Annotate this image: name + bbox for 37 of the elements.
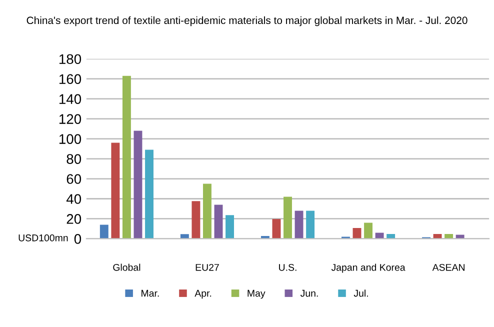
x-tick-label: EU27 [196, 264, 219, 271]
bar [145, 150, 154, 239]
bar [134, 130, 142, 239]
bar [203, 184, 212, 239]
x-tick-label: U.S. [279, 264, 296, 271]
y-tick-label: 80 [66, 154, 82, 164]
chart-title: China's export trend of textile anti-epidemic materials to major global markets in Mar. - Jul. 2020 [26, 16, 468, 26]
bar [111, 142, 120, 239]
legend-label: Jun. [300, 290, 318, 297]
y-tick-label: 100 [59, 134, 82, 144]
bar [306, 210, 315, 239]
bar [284, 196, 292, 239]
legend-label: Apr. [194, 290, 212, 299]
x-tick-label: Global [113, 264, 140, 271]
y-tick-label: 40 [66, 194, 82, 204]
legend-label: Mar. [142, 290, 159, 297]
y-tick-label: 0 [74, 234, 82, 244]
x-tick-label: Japan and Korea [331, 264, 406, 273]
x-tick-label: ASEAN [432, 264, 464, 271]
bar [192, 201, 200, 239]
bar [364, 222, 373, 239]
y-tick-label: 140 [59, 94, 82, 104]
y-tick-label: 180 [59, 54, 82, 64]
bar [100, 224, 108, 239]
legend-label: Jul. [354, 290, 368, 297]
legend-label: May [248, 290, 266, 299]
y-tick-label: 160 [59, 74, 82, 84]
y-tick-label: 20 [66, 214, 82, 224]
bar [272, 219, 281, 239]
y-tick-label: 120 [59, 114, 82, 124]
y-axis-title: USD100mn [18, 234, 68, 242]
y-tick-label: 60 [66, 174, 82, 184]
bar [226, 215, 234, 239]
bar [294, 210, 304, 239]
bar [375, 232, 384, 239]
bar [122, 76, 131, 239]
bar [214, 204, 223, 239]
